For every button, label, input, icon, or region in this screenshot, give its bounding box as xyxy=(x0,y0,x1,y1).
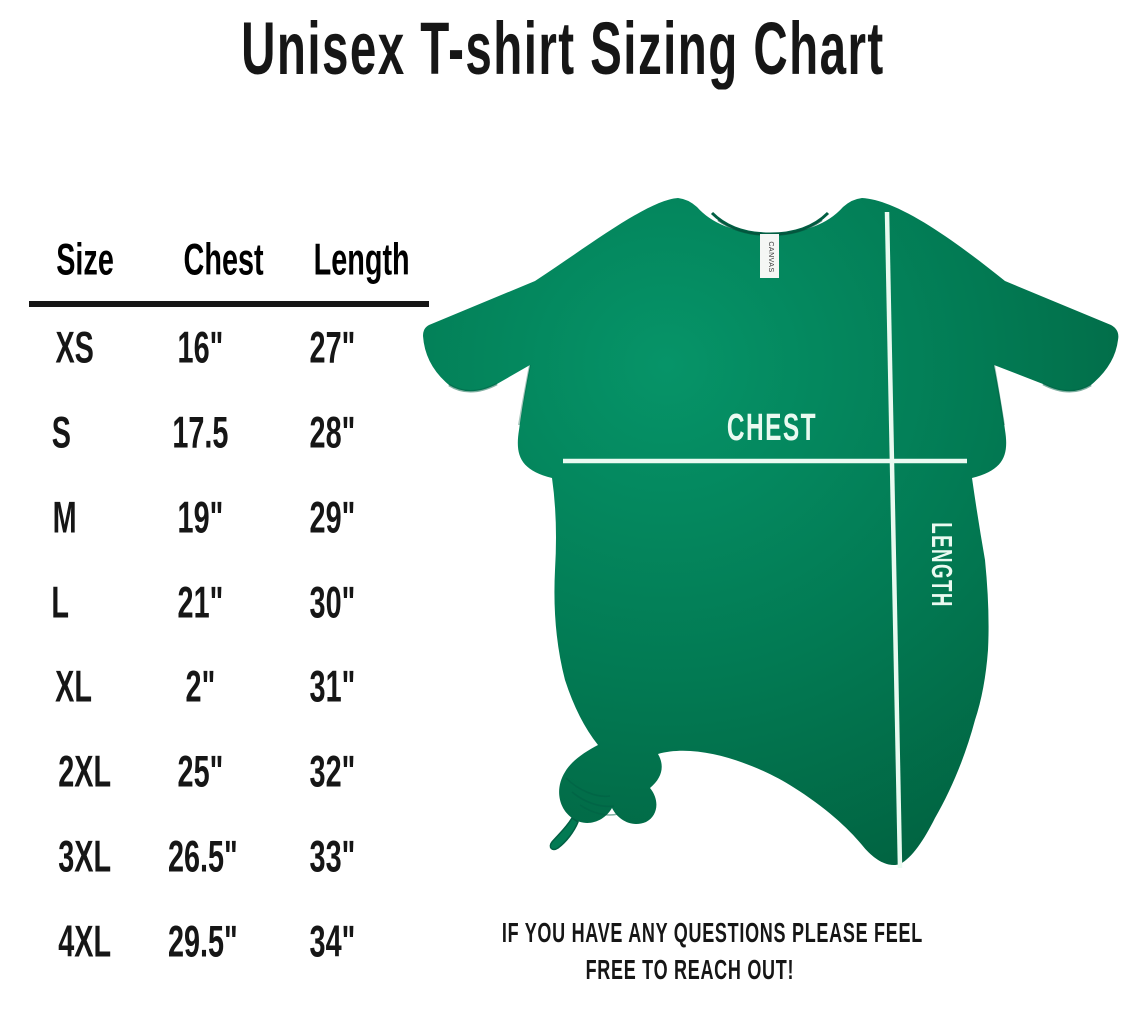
svg-text:CANVAS: CANVAS xyxy=(767,241,774,272)
svg-text:CHEST: CHEST xyxy=(727,406,817,449)
svg-text:LENGTH: LENGTH xyxy=(925,522,957,608)
